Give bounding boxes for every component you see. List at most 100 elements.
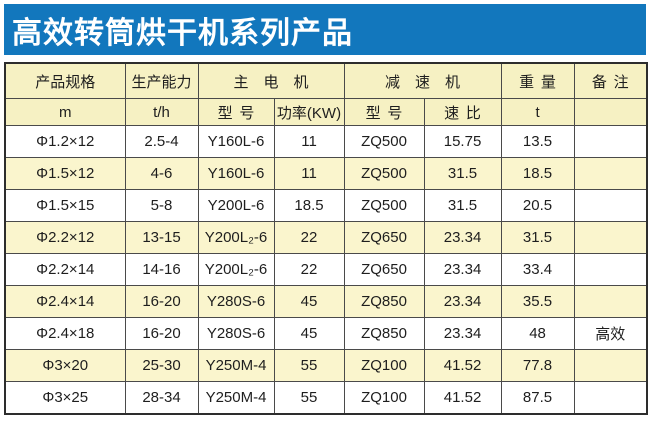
cell-reducer-model: ZQ850: [343, 285, 425, 318]
cell-motor-model: Y200L₂-6: [197, 253, 275, 286]
cell-reducer-ratio: 23.34: [423, 317, 502, 350]
cell-motor-model: Y280S-6: [197, 285, 275, 318]
cell-motor-power: 55: [273, 349, 345, 382]
cell-remark: [573, 253, 648, 286]
cell-reducer-model: ZQ100: [343, 381, 425, 414]
cell-spec: Φ2.4×18: [4, 317, 126, 350]
unit-header-motor-model: 型号: [197, 98, 275, 126]
product-spec-table: 产品规格 生产能力 主电机 减速机 重量 备注 m t/h 型号 功率(KW) …: [4, 62, 649, 415]
table-row: Φ3×20 25-30 Y250M-4 55 ZQ100 41.52 77.8: [4, 349, 648, 382]
cell-motor-model: Y280S-6: [197, 317, 275, 350]
cell-reducer-model: ZQ500: [343, 125, 425, 158]
cell-reducer-ratio: 23.34: [423, 221, 502, 254]
cell-weight: 48: [500, 317, 575, 350]
cell-spec: Φ2.2×14: [4, 253, 126, 286]
cell-reducer-ratio: 31.5: [423, 157, 502, 190]
unit-header-motor-power: 功率(KW): [273, 98, 345, 126]
cell-motor-model: Y250M-4: [197, 381, 275, 414]
header-unit-row: m t/h 型号 功率(KW) 型号 速比 t: [4, 98, 648, 126]
cell-motor-model: Y200L₂-6: [197, 221, 275, 254]
table-row: Φ1.5×12 4-6 Y160L-6 11 ZQ500 31.5 18.5: [4, 157, 648, 190]
col-header-spec: 产品规格: [4, 62, 126, 99]
cell-reducer-model: ZQ500: [343, 189, 425, 222]
cell-reducer-model: ZQ650: [343, 221, 425, 254]
cell-remark: [573, 381, 648, 414]
cell-motor-model: Y160L-6: [197, 157, 275, 190]
cell-motor-power: 11: [273, 125, 345, 158]
cell-motor-model: Y250M-4: [197, 349, 275, 382]
cell-reducer-ratio: 15.75: [423, 125, 502, 158]
cell-spec: Φ2.2×12: [4, 221, 126, 254]
cell-reducer-model: ZQ850: [343, 317, 425, 350]
col-header-remark: 备注: [573, 62, 648, 99]
cell-motor-power: 45: [273, 317, 345, 350]
cell-capacity: 4-6: [124, 157, 199, 190]
page-title: 高效转筒烘干机系列产品: [4, 4, 646, 55]
cell-capacity: 14-16: [124, 253, 199, 286]
col-header-main-motor: 主电机: [197, 62, 345, 99]
cell-remark: [573, 285, 648, 318]
cell-remark: 高效: [573, 317, 648, 350]
table-row: Φ2.2×12 13-15 Y200L₂-6 22 ZQ650 23.34 31.5: [4, 221, 648, 254]
cell-spec: Φ3×20: [4, 349, 126, 382]
cell-motor-power: 55: [273, 381, 345, 414]
table-row: Φ2.2×14 14-16 Y200L₂-6 22 ZQ650 23.34 33.4: [4, 253, 648, 286]
cell-reducer-ratio: 41.52: [423, 381, 502, 414]
cell-motor-model: Y200L-6: [197, 189, 275, 222]
cell-weight: 13.5: [500, 125, 575, 158]
cell-reducer-ratio: 41.52: [423, 349, 502, 382]
col-header-capacity: 生产能力: [124, 62, 199, 99]
cell-remark: [573, 189, 648, 222]
unit-header-weight: t: [500, 98, 575, 126]
cell-reducer-ratio: 23.34: [423, 253, 502, 286]
col-header-weight: 重量: [500, 62, 575, 99]
cell-spec: Φ1.5×15: [4, 189, 126, 222]
cell-capacity: 28-34: [124, 381, 199, 414]
cell-spec: Φ1.2×12: [4, 125, 126, 158]
cell-motor-model: Y160L-6: [197, 125, 275, 158]
cell-remark: [573, 125, 648, 158]
cell-remark: [573, 221, 648, 254]
table-row: Φ1.5×15 5-8 Y200L-6 18.5 ZQ500 31.5 20.5: [4, 189, 648, 222]
cell-spec: Φ2.4×14: [4, 285, 126, 318]
table-row: Φ2.4×18 16-20 Y280S-6 45 ZQ850 23.34 48 高效: [4, 317, 648, 350]
cell-capacity: 25-30: [124, 349, 199, 382]
cell-weight: 20.5: [500, 189, 575, 222]
unit-header-capacity: t/h: [124, 98, 199, 126]
cell-capacity: 13-15: [124, 221, 199, 254]
cell-weight: 31.5: [500, 221, 575, 254]
cell-capacity: 2.5-4: [124, 125, 199, 158]
table-row: Φ1.2×12 2.5-4 Y160L-6 11 ZQ500 15.75 13.5: [4, 125, 648, 158]
cell-remark: [573, 157, 648, 190]
cell-spec: Φ1.5×12: [4, 157, 126, 190]
cell-weight: 18.5: [500, 157, 575, 190]
cell-reducer-model: ZQ650: [343, 253, 425, 286]
cell-weight: 77.8: [500, 349, 575, 382]
cell-reducer-ratio: 23.34: [423, 285, 502, 318]
unit-header-spec: m: [4, 98, 126, 126]
cell-motor-power: 11: [273, 157, 345, 190]
cell-remark: [573, 349, 648, 382]
cell-capacity: 16-20: [124, 317, 199, 350]
cell-motor-power: 22: [273, 221, 345, 254]
table-row: Φ2.4×14 16-20 Y280S-6 45 ZQ850 23.34 35.5: [4, 285, 648, 318]
unit-header-reducer-ratio: 速比: [423, 98, 502, 126]
cell-weight: 33.4: [500, 253, 575, 286]
cell-capacity: 16-20: [124, 285, 199, 318]
cell-motor-power: 45: [273, 285, 345, 318]
cell-reducer-ratio: 31.5: [423, 189, 502, 222]
col-header-reducer: 减速机: [343, 62, 502, 99]
cell-reducer-model: ZQ500: [343, 157, 425, 190]
unit-header-reducer-model: 型号: [343, 98, 425, 126]
unit-header-remark: [573, 98, 648, 126]
cell-motor-power: 18.5: [273, 189, 345, 222]
table-body: Φ1.2×12 2.5-4 Y160L-6 11 ZQ500 15.75 13.5 Φ1.5×…: [4, 125, 648, 414]
cell-reducer-model: ZQ100: [343, 349, 425, 382]
header-group-row: 产品规格 生产能力 主电机 减速机 重量 备注: [4, 62, 648, 99]
cell-spec: Φ3×25: [4, 381, 126, 414]
cell-weight: 87.5: [500, 381, 575, 414]
table-row: Φ3×25 28-34 Y250M-4 55 ZQ100 41.52 87.5: [4, 381, 648, 414]
cell-motor-power: 22: [273, 253, 345, 286]
cell-capacity: 5-8: [124, 189, 199, 222]
